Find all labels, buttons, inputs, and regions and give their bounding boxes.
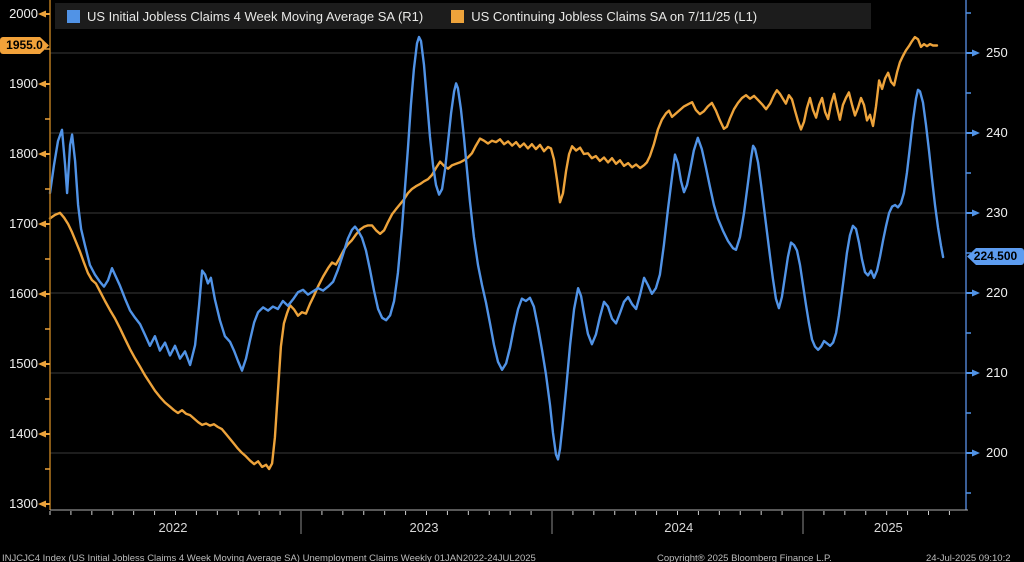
continuing-claims-swatch-icon xyxy=(451,9,465,23)
left-tick-arrow-icon xyxy=(38,290,46,298)
right-tick-arrow-icon xyxy=(972,49,980,57)
legend-item-label: US Continuing Jobless Claims SA on 7/11/… xyxy=(471,8,758,24)
legend-item-continuing-claims[interactable]: US Continuing Jobless Claims SA on 7/11/… xyxy=(451,9,757,24)
left-axis-label: 1600 xyxy=(9,286,38,301)
left-axis-label: 1500 xyxy=(9,356,38,371)
series-line-left xyxy=(48,35,939,471)
left-tick-arrow-icon xyxy=(38,220,46,228)
right-axis-label: 220 xyxy=(986,285,1008,300)
initial-claims-last-value-badge: 224.500 xyxy=(967,248,1024,265)
legend-item-initial-claims[interactable]: US Initial Jobless Claims 4 Week Moving … xyxy=(67,9,423,24)
right-tick-arrow-icon xyxy=(972,369,980,377)
initial-claims-swatch-icon xyxy=(67,9,80,23)
right-axis-label: 250 xyxy=(986,45,1008,60)
right-tick-arrow-icon xyxy=(972,289,980,297)
right-axis-label: 210 xyxy=(986,365,1008,380)
x-axis-year-label: 2023 xyxy=(409,520,439,535)
left-tick-arrow-icon xyxy=(38,150,46,158)
right-axis-label: 200 xyxy=(986,445,1008,460)
left-tick-arrow-icon xyxy=(38,430,46,438)
right-axis-label: 240 xyxy=(986,125,1008,140)
footer-ticker-description: INJCJC4 Index (US Initial Jobless Claims… xyxy=(2,553,536,562)
left-axis-label: 1300 xyxy=(9,496,38,511)
left-tick-arrow-icon xyxy=(38,80,46,88)
continuing-claims-last-value-badge: 1955.0 xyxy=(0,37,49,54)
footer-timestamp: 24-Jul-2025 09:10:2 xyxy=(926,553,1011,562)
right-axis-label: 230 xyxy=(986,205,1008,220)
series-line-right xyxy=(48,35,945,461)
chart-footer: INJCJC4 Index (US Initial Jobless Claims… xyxy=(0,553,1024,562)
left-axis-label: 1900 xyxy=(9,76,38,91)
left-axis-label: 1800 xyxy=(9,146,38,161)
left-axis-label: 1400 xyxy=(9,426,38,441)
x-axis-year-label: 2024 xyxy=(664,520,694,535)
x-axis-year-label: 2025 xyxy=(873,520,903,535)
left-tick-arrow-icon xyxy=(38,10,46,18)
right-tick-arrow-icon xyxy=(972,209,980,217)
right-tick-arrow-icon xyxy=(972,449,980,457)
chart-legend: US Initial Jobless Claims 4 Week Moving … xyxy=(55,3,871,29)
left-tick-arrow-icon xyxy=(38,360,46,368)
left-tick-arrow-icon xyxy=(38,500,46,508)
right-tick-arrow-icon xyxy=(972,129,980,137)
left-axis-label: 1700 xyxy=(9,216,38,231)
footer-copyright: Copyright® 2025 Bloomberg Finance L.P. xyxy=(657,553,832,562)
legend-item-label: US Initial Jobless Claims 4 Week Moving … xyxy=(87,8,424,24)
x-axis-year-label: 2022 xyxy=(158,520,188,535)
left-axis-label: 2000 xyxy=(9,6,38,21)
